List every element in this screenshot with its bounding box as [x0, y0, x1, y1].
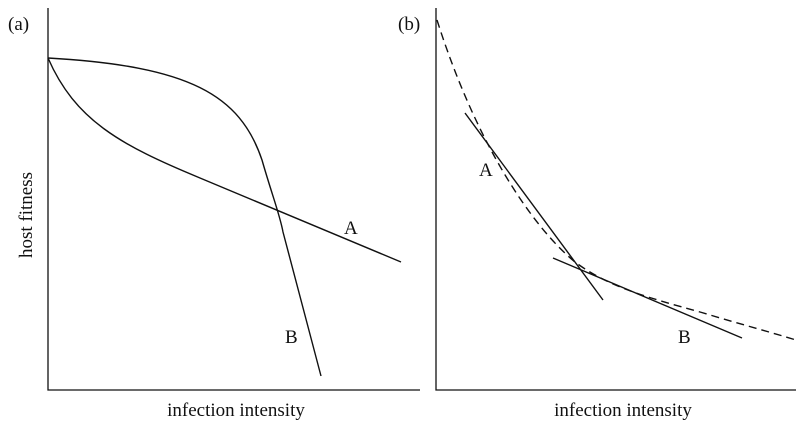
axes [435, 8, 796, 391]
y-axis-label: host fitness [16, 172, 37, 258]
curve-b [47, 57, 322, 377]
curve-label: B [285, 327, 298, 348]
panel-b: (b) A B infection intensity [398, 8, 796, 421]
curve-label: A [344, 218, 358, 239]
curve-a [47, 57, 402, 263]
curve-label: B [678, 327, 691, 348]
axes [47, 8, 420, 391]
tangent-b [552, 257, 743, 339]
tangent-a [464, 112, 604, 301]
x-axis-label: infection intensity [554, 400, 692, 421]
panel-a: (a) host fitness A B infection intensity [8, 8, 420, 421]
curve-label: A [479, 160, 493, 181]
panel-label: (b) [398, 14, 420, 35]
panel-label: (a) [8, 14, 29, 35]
x-axis-label: infection intensity [167, 400, 305, 421]
